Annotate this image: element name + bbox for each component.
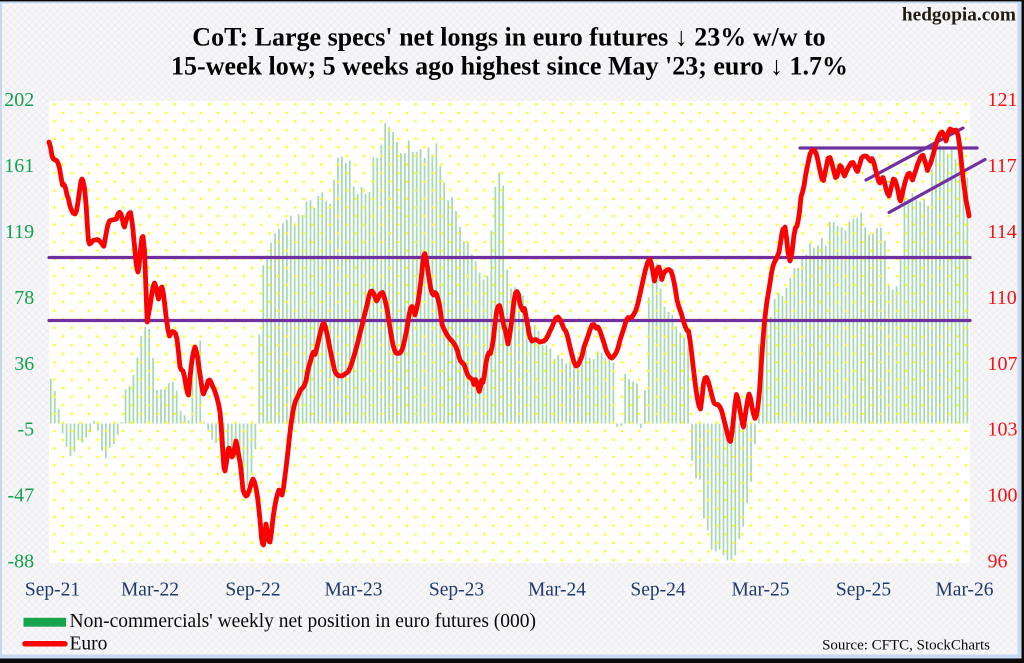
- svg-text:-88: -88: [8, 551, 35, 573]
- svg-text:36: 36: [14, 353, 34, 375]
- svg-text:CoT: Large specs' net longs in: CoT: Large specs' net longs in euro futu…: [192, 23, 825, 52]
- svg-text:78: 78: [14, 287, 34, 309]
- svg-text:-5: -5: [18, 419, 35, 441]
- svg-text:117: 117: [988, 155, 1017, 177]
- svg-text:Mar-25: Mar-25: [731, 580, 789, 601]
- svg-text:103: 103: [988, 419, 1018, 441]
- svg-text:107: 107: [988, 353, 1018, 375]
- svg-text:Sep-21: Sep-21: [25, 580, 80, 601]
- svg-text:119: 119: [5, 221, 34, 243]
- svg-text:Sep-23: Sep-23: [429, 580, 484, 601]
- svg-text:Mar-26: Mar-26: [935, 580, 993, 601]
- svg-text:Sep-24: Sep-24: [630, 580, 685, 601]
- svg-text:-47: -47: [8, 485, 35, 507]
- svg-text:Source: CFTC, StockCharts: Source: CFTC, StockCharts: [822, 637, 990, 653]
- svg-text:Mar-23: Mar-23: [324, 580, 382, 601]
- svg-text:hedgopia.com: hedgopia.com: [902, 4, 1016, 25]
- svg-text:110: 110: [988, 287, 1017, 309]
- svg-text:Non-commercials' weekly net po: Non-commercials' weekly net position in …: [70, 611, 537, 632]
- svg-text:Mar-24: Mar-24: [528, 580, 586, 601]
- svg-text:Euro: Euro: [70, 634, 108, 655]
- svg-text:Sep-22: Sep-22: [225, 580, 280, 601]
- svg-text:15-week low; 5 weeks ago highe: 15-week low; 5 weeks ago highest since M…: [171, 52, 848, 81]
- svg-text:Mar-22: Mar-22: [121, 580, 179, 601]
- svg-text:202: 202: [4, 89, 34, 111]
- svg-text:96: 96: [988, 551, 1008, 573]
- svg-text:161: 161: [4, 155, 34, 177]
- svg-text:114: 114: [988, 221, 1017, 243]
- svg-text:121: 121: [988, 89, 1018, 111]
- svg-text:100: 100: [988, 485, 1018, 507]
- svg-text:Sep-25: Sep-25: [836, 580, 891, 601]
